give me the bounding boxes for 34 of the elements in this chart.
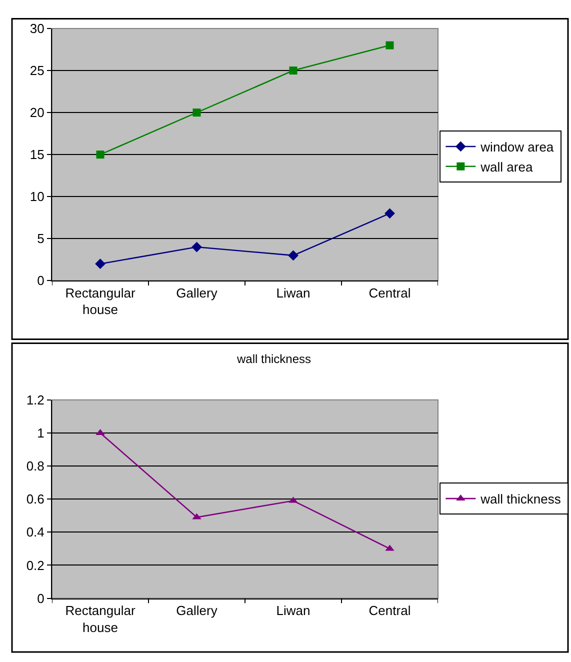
x-tick-label: Gallery (176, 602, 218, 618)
x-tick-label: Liwan (276, 285, 310, 300)
point (192, 108, 201, 117)
y-tick-label: 10 (30, 189, 44, 204)
y-tick-label: 0 (37, 273, 44, 288)
point (384, 208, 395, 219)
legend-label: window area (480, 140, 554, 155)
point (96, 150, 104, 159)
y-tick-label: 25 (30, 63, 44, 78)
y-tick-label: 0.2 (26, 558, 44, 573)
y-tick-label: 0.4 (26, 524, 44, 540)
x-tick-label: Rectangular house (65, 285, 136, 318)
x-tick-label: Central (368, 285, 411, 300)
y-tick-label: 1 (37, 426, 44, 441)
legend-label: wall area (480, 159, 534, 174)
chart-title: wall thickness (236, 352, 312, 366)
point (386, 41, 394, 50)
y-tick-label: 1.2 (26, 392, 44, 408)
point (192, 242, 202, 252)
point (95, 258, 106, 270)
x-tick-label: Rectangular house (65, 602, 136, 635)
y-tick-label: 5 (37, 231, 44, 246)
y-tick-label: 15 (30, 147, 44, 162)
y-tick-label: 0 (37, 590, 44, 606)
point (288, 250, 298, 261)
x-tick-label: Gallery (176, 285, 218, 300)
legend-label: wall thickness (480, 492, 562, 507)
point (289, 66, 298, 75)
y-tick-label: 0.8 (26, 458, 44, 474)
y-tick-label: 0.6 (26, 492, 44, 507)
y-tick-label: 20 (30, 105, 44, 120)
x-tick-label: Central (368, 602, 411, 618)
x-tick-label: Liwan (276, 602, 310, 618)
y-tick-label: 30 (30, 21, 44, 36)
